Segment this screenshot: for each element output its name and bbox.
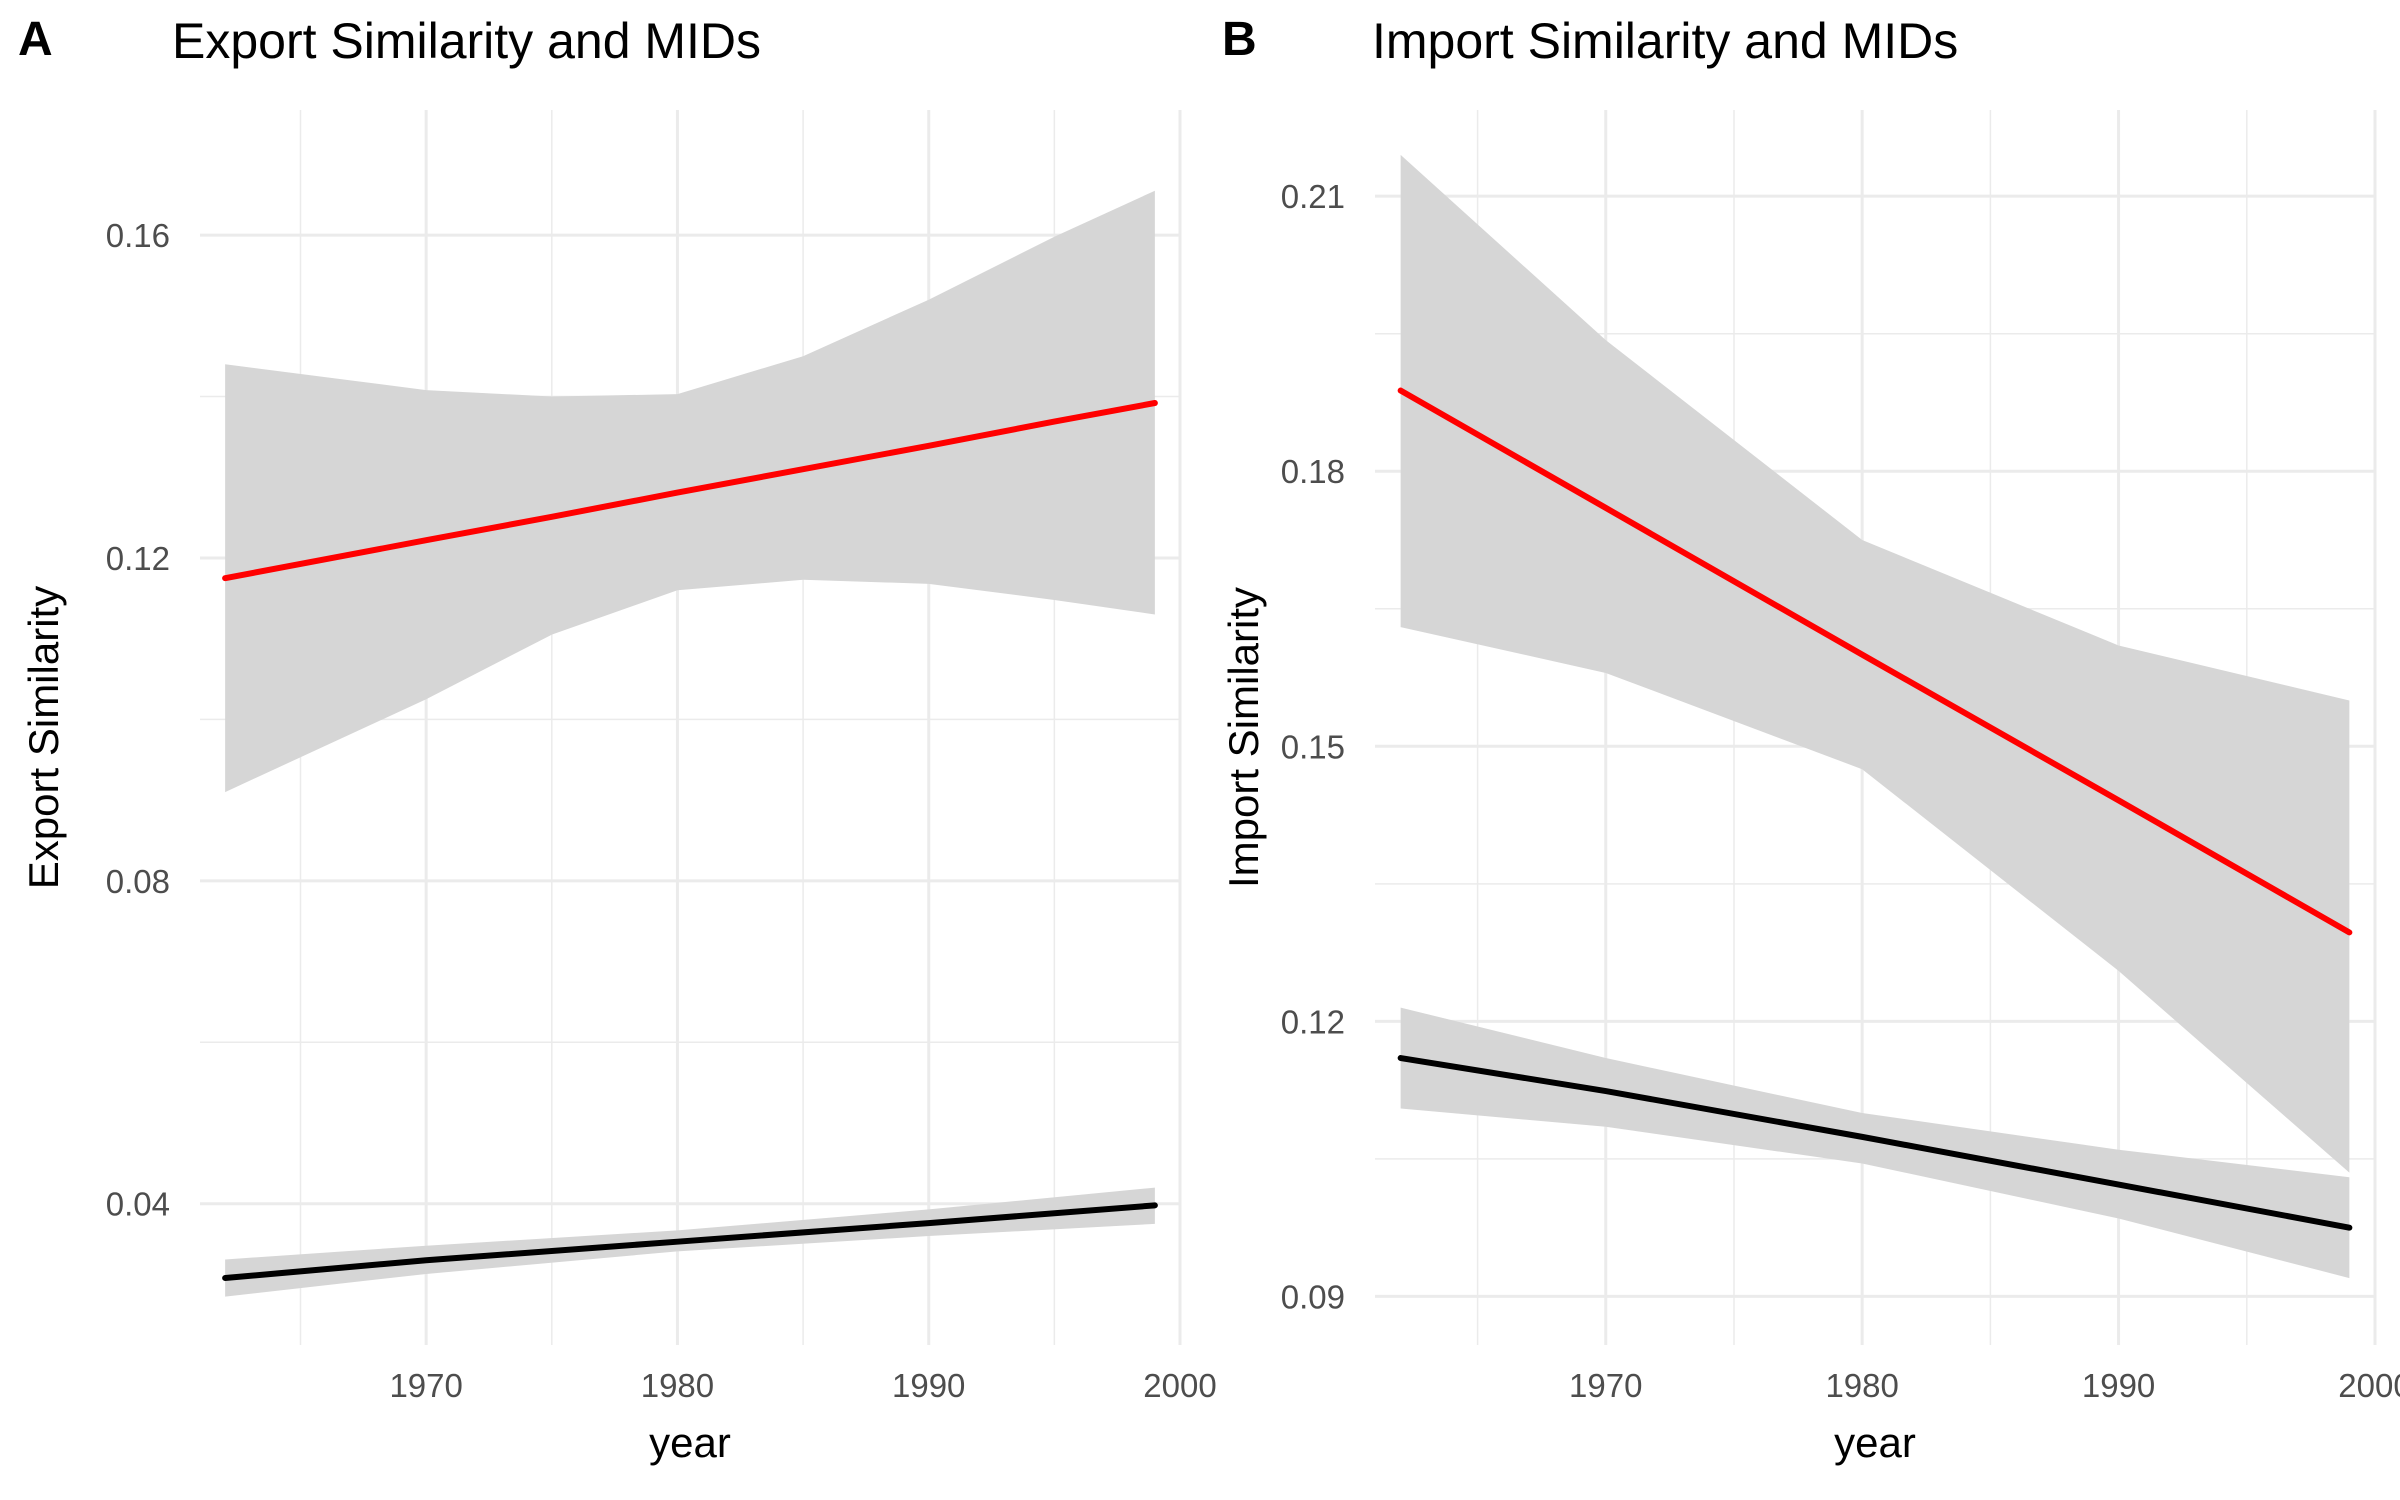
chart-export-similarity: 0.04 0.08 0.12 0.16 1970 1980 1990 2000 year Expo… xyxy=(20,110,1217,1466)
y-tick-label: 0.15 xyxy=(1281,728,1345,765)
series-line xyxy=(222,1202,1158,1282)
y-tick-label: 0.18 xyxy=(1281,453,1345,490)
y-tick-label: 0.12 xyxy=(106,540,170,577)
x-tick-label: 1990 xyxy=(892,1367,965,1404)
y-axis-title: Export Similarity xyxy=(20,586,67,889)
y-tick-label: 0.21 xyxy=(1281,178,1345,215)
panel-a: A Export Similarity and MIDs 0.04 0.08 0.1… xyxy=(18,13,1217,1466)
chart-import-similarity: 0.09 0.12 0.15 0.18 0.21 1970 1980 1990 2000 year… xyxy=(1220,110,2400,1466)
y-tick-label: 0.09 xyxy=(1281,1278,1345,1315)
chart-title: Export Similarity and MIDs xyxy=(172,13,762,69)
x-tick-label: 1980 xyxy=(1825,1367,1898,1404)
panel-label: B xyxy=(1222,13,1257,66)
x-tick-label: 1980 xyxy=(641,1367,714,1404)
y-tick-label: 0.12 xyxy=(1281,1003,1345,1040)
chart-title: Import Similarity and MIDs xyxy=(1372,13,1959,69)
series-line xyxy=(1397,387,2353,936)
x-tick-label: 1990 xyxy=(2082,1367,2155,1404)
x-tick-label: 1970 xyxy=(1569,1367,1642,1404)
x-axis-title: year xyxy=(649,1419,731,1466)
series-line xyxy=(222,400,1158,582)
panel-label: A xyxy=(18,13,53,66)
x-tick-label: 2000 xyxy=(1143,1367,1216,1404)
x-tick-label: 2000 xyxy=(2338,1367,2400,1404)
x-tick-label: 1970 xyxy=(389,1367,462,1404)
x-axis-title: year xyxy=(1834,1419,1916,1466)
series-line xyxy=(1397,1055,2353,1231)
panel-b: B Import Similarity and MIDs 0.09 0.12 0.1… xyxy=(1200,0,2400,1500)
y-tick-label: 0.16 xyxy=(106,217,170,254)
confidence-band xyxy=(1400,1007,2350,1279)
y-tick-label: 0.08 xyxy=(106,863,170,900)
y-axis-title: Import Similarity xyxy=(1220,587,1267,888)
y-tick-label: 0.04 xyxy=(106,1186,170,1223)
